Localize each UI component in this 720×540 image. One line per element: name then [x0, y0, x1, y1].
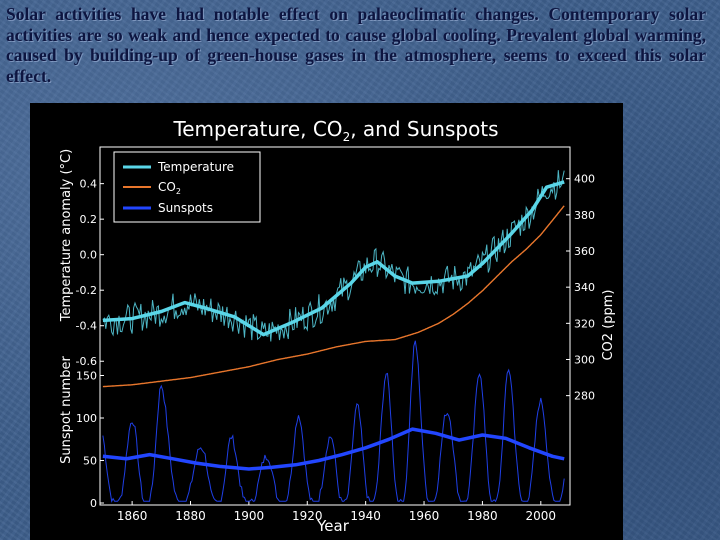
y-tick-label-temperature: 0.0 [80, 249, 98, 262]
y-tick-label-co2: 340 [574, 281, 595, 294]
y-tick-label-temperature: -0.6 [76, 355, 97, 368]
y-tick-label-co2: 280 [574, 390, 595, 403]
y-axis-label-sunspots: Sunspot number [59, 356, 74, 464]
y-tick-label-co2: 400 [574, 173, 595, 186]
chart-title-main: Temperature, CO [172, 117, 342, 141]
y-tick-label-temperature: 0.2 [80, 213, 98, 226]
legend-label-sunspots: Sunspots [158, 201, 213, 215]
x-tick-label: 1900 [234, 509, 265, 523]
y-tick-label-sunspots: 100 [76, 412, 97, 425]
chart-title-subscript: 2 [343, 130, 351, 144]
co2-line [102, 205, 565, 388]
y-tick-label-co2: 360 [574, 245, 595, 258]
y-tick-label-sunspots: 0 [90, 497, 97, 510]
chart-title-suffix: , and Sunspots [350, 117, 498, 141]
legend: Temperature CO2 Sunspots [113, 151, 261, 223]
y-tick-label-temperature: -0.2 [76, 284, 97, 297]
y-tick-label-sunspots: 50 [83, 455, 97, 468]
x-tick-label: 1980 [467, 509, 498, 523]
y-tick-label-co2: 320 [574, 317, 595, 330]
y-tick-label-co2: 380 [574, 209, 595, 222]
temperature-smoothed-line [102, 180, 565, 337]
y-tick-label-temperature: -0.4 [76, 320, 97, 333]
legend-label-temperature: Temperature [157, 160, 234, 174]
chart-panel: Temperature, CO2, and Sunspots 1860 1880 1… [30, 103, 623, 540]
sunspots-smoothed-line [102, 427, 565, 471]
legend-label-co2-subscript: 2 [176, 187, 181, 196]
slide-text: Solar activities have had notable effect… [6, 4, 706, 86]
x-tick-label: 1960 [409, 509, 440, 523]
x-axis-label: Year [316, 517, 350, 535]
y-tick-label-temperature: 0.4 [80, 178, 98, 191]
y-axis-label-co2: CO2 (ppm) [601, 289, 616, 360]
x-tick-label: 1880 [175, 509, 206, 523]
y-tick-label-co2: 300 [574, 353, 595, 366]
x-tick-label: 1860 [117, 509, 148, 523]
y-axis-label-temperature: Temperature anomaly (°C) [59, 149, 74, 322]
temperature-co2-sunspots-chart: Temperature, CO2, and Sunspots 1860 1880 1… [59, 117, 616, 535]
legend-label-co2-main: CO [158, 180, 176, 194]
sunspots-yearly-line [102, 340, 565, 503]
x-tick-label: 1920 [292, 509, 323, 523]
chart-title: Temperature, CO2, and Sunspots [172, 117, 498, 144]
x-tick-label: 2000 [526, 509, 557, 523]
legend-label-co2: CO2 [158, 180, 181, 196]
y-tick-label-sunspots: 150 [76, 370, 97, 383]
x-tick-label: 1940 [350, 509, 381, 523]
